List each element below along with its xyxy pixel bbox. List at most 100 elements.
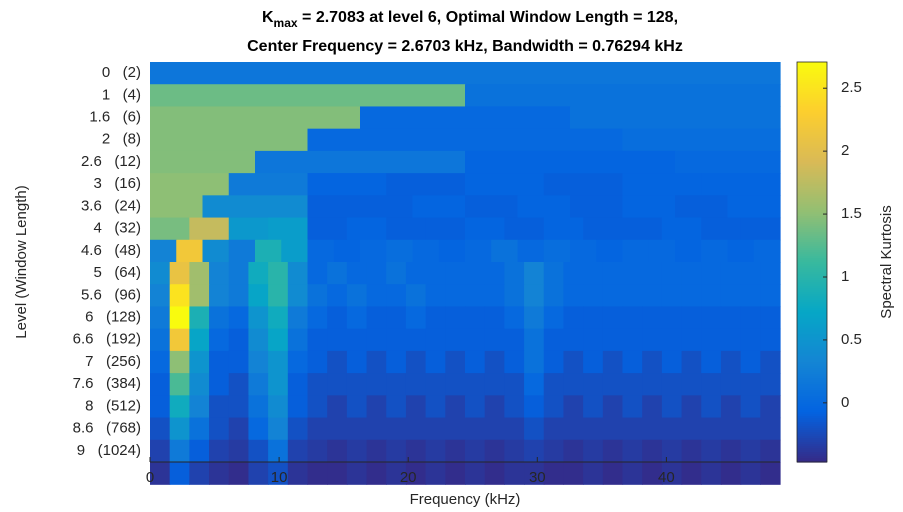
heatmap-cell (150, 150, 256, 174)
heatmap-cell (543, 306, 565, 330)
colorbar-swatch (797, 122, 827, 125)
heatmap-cell (228, 217, 269, 241)
colorbar-swatch (797, 456, 827, 459)
colorbar-swatch (797, 194, 827, 197)
heatmap-cell (622, 128, 781, 152)
colorbar-swatch (797, 88, 827, 91)
colorbar-swatch (797, 248, 827, 251)
x-tick-label: 20 (400, 469, 417, 486)
heatmap-cell (543, 239, 571, 263)
colorbar-tick-label: 2.5 (841, 79, 862, 96)
heatmap-cell (150, 262, 171, 285)
heatmap-cell (333, 239, 361, 263)
colorbar-swatch (797, 262, 827, 265)
colorbar-swatch (797, 288, 827, 291)
heatmap-cell (386, 239, 414, 263)
heatmap-cell (169, 328, 190, 352)
heatmap-cell (360, 150, 466, 174)
heatmap-cell (346, 417, 368, 441)
heatmap-cell (681, 350, 702, 374)
colorbar-swatch (797, 370, 827, 373)
heatmap-cell (524, 262, 545, 285)
heatmap-cell (386, 306, 407, 330)
colorbar-swatch (797, 138, 827, 141)
heatmap-cell (307, 462, 328, 485)
colorbar-swatch (797, 126, 827, 129)
heatmap-cell (150, 62, 781, 85)
colorbar-swatch (797, 164, 827, 167)
colorbar-swatch (797, 220, 827, 223)
heatmap-cell (366, 328, 387, 352)
heatmap-cell (484, 395, 505, 419)
heatmap-cell (445, 262, 466, 285)
heatmap-cell (465, 217, 505, 241)
heatmap-cell (189, 306, 210, 330)
title-k: K (262, 9, 274, 26)
heatmap-cell (583, 217, 624, 241)
heatmap-cell (661, 262, 683, 285)
heatmap-cell (405, 306, 427, 330)
heatmap-cell (740, 350, 761, 374)
colorbar-swatch (797, 258, 827, 261)
colorbar-swatch (797, 142, 827, 145)
heatmap-cell (268, 306, 289, 330)
heatmap-cell (425, 373, 446, 396)
heatmap-cell (570, 150, 676, 174)
heatmap-cell (346, 328, 368, 352)
colorbar-swatch (797, 74, 827, 77)
heatmap-cell (307, 328, 328, 352)
colorbar-swatch (797, 446, 827, 449)
heatmap-cell (248, 417, 269, 441)
heatmap-cell (602, 306, 624, 330)
heatmap-cell (445, 306, 466, 330)
colorbar-swatch (797, 346, 827, 349)
colorbar-swatch (797, 82, 827, 85)
colorbar-swatch (797, 284, 827, 287)
colorbar-swatch (797, 100, 827, 103)
colorbar-swatch (797, 428, 827, 431)
colorbar-swatch (797, 364, 827, 367)
colorbar-swatch (797, 106, 827, 109)
colorbar-swatch (797, 348, 827, 351)
heatmap-cell (150, 373, 171, 396)
heatmap-cell (720, 373, 742, 396)
heatmap-cell (504, 417, 525, 441)
heatmap-cell (150, 195, 204, 219)
colorbar-tick-label: 1 (841, 268, 849, 285)
colorbar-swatch (797, 244, 827, 247)
heatmap-cell (150, 173, 230, 196)
colorbar-swatch (797, 226, 827, 229)
heatmap-cell (602, 395, 624, 419)
colorbar-swatch (797, 130, 827, 133)
heatmap-cell (701, 217, 742, 241)
colorbar-swatch (797, 214, 827, 217)
colorbar-swatch (797, 378, 827, 381)
heatmap-cell (412, 195, 466, 219)
colorbar-swatch (797, 386, 827, 389)
heatmap-cell (189, 328, 210, 352)
heatmap-cell (622, 439, 643, 463)
heatmap-cell (268, 373, 289, 396)
heatmap-cell (602, 262, 624, 285)
heatmap-cell (602, 417, 624, 441)
colorbar-swatch (797, 190, 827, 193)
colorbar-swatch (797, 204, 827, 207)
heatmap-cell (366, 284, 387, 308)
colorbar-swatch (797, 354, 827, 357)
colorbar-swatch (797, 310, 827, 313)
colorbar-swatch (797, 114, 827, 117)
heatmap-cell (307, 306, 328, 330)
heatmap-cell (504, 306, 525, 330)
heatmap-cell (504, 328, 525, 352)
colorbar-swatch (797, 148, 827, 151)
heatmap-cell (543, 262, 565, 285)
heatmap-cell (727, 195, 781, 219)
heatmap-cell (228, 306, 250, 330)
colorbar-swatch (797, 270, 827, 273)
heatmap-cell (248, 284, 269, 308)
heatmap-cell (465, 462, 486, 485)
heatmap-cell (202, 239, 230, 263)
colorbar-swatch (797, 70, 827, 73)
heatmap-cell (701, 462, 722, 485)
heatmap-cell (583, 462, 604, 485)
